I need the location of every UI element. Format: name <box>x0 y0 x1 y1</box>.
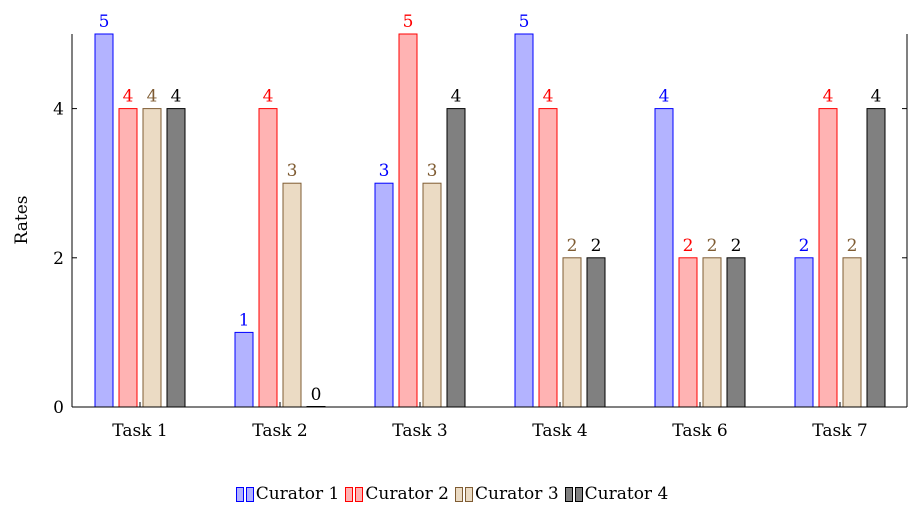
data-label: 3 <box>287 161 298 181</box>
x-tick-label: Task 4 <box>532 421 587 441</box>
x-tick-label: Task 6 <box>672 421 727 441</box>
axis-ticks <box>72 108 907 408</box>
legend: Curator 1 Curator 2 Curator 3 Curator 4 <box>0 484 908 504</box>
bar <box>726 257 746 408</box>
bar <box>422 182 442 408</box>
data-label: 2 <box>683 236 694 256</box>
legend-item: Curator 2 <box>345 484 449 504</box>
data-label: 3 <box>379 161 390 181</box>
bar <box>818 108 838 408</box>
bar <box>258 108 278 408</box>
legend-item: Curator 1 <box>235 484 340 504</box>
bar <box>794 257 814 408</box>
legend-swatch <box>455 486 463 502</box>
bar <box>654 108 674 408</box>
y-tick-label: 2 <box>53 249 64 269</box>
data-label: 2 <box>591 236 602 256</box>
bar <box>374 182 394 408</box>
x-tick-label: Task 2 <box>252 421 307 441</box>
bar <box>142 108 162 408</box>
bar <box>678 257 698 408</box>
bar <box>166 108 186 408</box>
legend-swatch <box>245 486 254 502</box>
legend-label: Curator 2 <box>365 484 449 504</box>
legend-item: Curator 3 <box>455 484 559 504</box>
legend-label: Curator 4 <box>584 484 669 504</box>
data-label: 4 <box>451 87 462 107</box>
y-tick-label: 4 <box>53 100 64 120</box>
data-label: 5 <box>403 12 414 32</box>
data-label: 3 <box>427 161 438 181</box>
legend-swatch <box>574 486 583 502</box>
data-label: 4 <box>659 87 670 107</box>
data-label: 4 <box>543 87 554 107</box>
data-label: 4 <box>147 87 158 107</box>
data-label: 0 <box>311 385 322 405</box>
legend-swatch <box>355 486 364 502</box>
data-label: 4 <box>871 87 882 107</box>
data-label: 2 <box>799 236 810 256</box>
data-label: 5 <box>99 12 110 32</box>
axes: 0 2 4 Task 1 Task 2 Task 3 Task 4 Task 6 Task 7 <box>53 34 908 441</box>
legend-label: Curator 1 <box>255 484 340 504</box>
data-label: 2 <box>707 236 718 256</box>
bars <box>94 33 886 408</box>
bar <box>866 108 886 408</box>
legend-swatch <box>564 486 573 502</box>
data-label: 4 <box>823 87 834 107</box>
legend-swatch <box>465 486 473 502</box>
data-label: 2 <box>847 236 858 256</box>
bar <box>702 257 722 408</box>
bar <box>514 33 534 408</box>
y-tick-label: 0 <box>53 398 64 418</box>
bar <box>94 33 114 408</box>
legend-swatch <box>345 486 354 502</box>
x-tick-label: Task 3 <box>392 421 447 441</box>
data-label: 2 <box>731 236 742 256</box>
legend-item: Curator 4 <box>564 484 669 504</box>
y-axis-label: Rates <box>12 196 32 245</box>
bar <box>118 108 138 408</box>
data-label: 4 <box>171 87 182 107</box>
data-label: 1 <box>239 310 250 330</box>
data-label: 4 <box>263 87 274 107</box>
bar <box>398 33 418 408</box>
x-tick-label: Task 1 <box>112 421 167 441</box>
bar <box>446 108 466 408</box>
data-label: 5 <box>519 12 530 32</box>
bar <box>234 331 254 408</box>
legend-label: Curator 3 <box>475 484 559 504</box>
bar <box>282 182 302 408</box>
data-label: 2 <box>567 236 578 256</box>
bar <box>538 108 558 408</box>
legend-swatch <box>235 486 244 502</box>
bar <box>562 257 582 408</box>
bar <box>586 257 606 408</box>
x-tick-label: Task 7 <box>812 421 867 441</box>
data-label: 4 <box>123 87 134 107</box>
bar <box>842 257 862 408</box>
